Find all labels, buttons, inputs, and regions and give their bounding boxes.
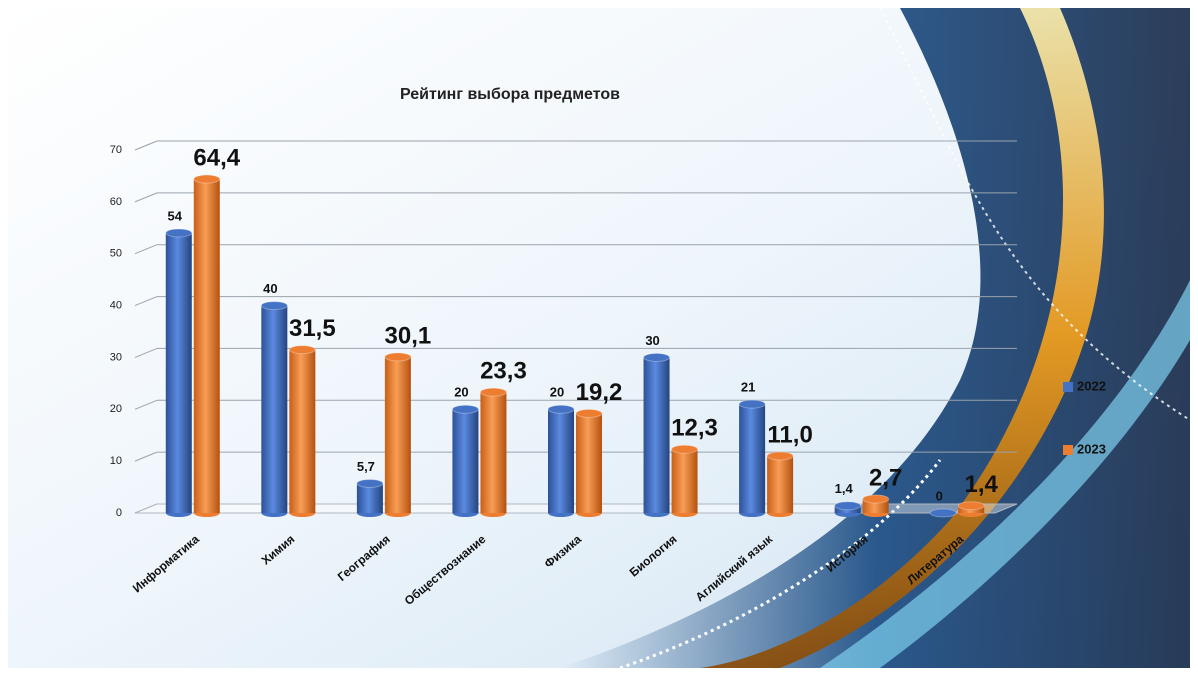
y-tick-label: 20 xyxy=(110,403,122,415)
value-label: 40 xyxy=(263,281,277,296)
bar xyxy=(862,498,889,513)
bar xyxy=(452,409,479,513)
bar-top xyxy=(957,501,985,511)
value-label: 19,2 xyxy=(576,379,623,406)
value-label: 1,4 xyxy=(965,471,999,498)
bar xyxy=(576,413,602,513)
y-tick-label: 40 xyxy=(110,299,122,311)
value-label: 30 xyxy=(645,333,659,348)
value-label: 5,7 xyxy=(357,459,375,474)
grid-line xyxy=(134,296,158,307)
value-label: 54 xyxy=(168,208,183,223)
value-label: 11,0 xyxy=(767,421,812,448)
bar-top xyxy=(929,508,957,518)
bar-top xyxy=(384,352,412,362)
value-label: 20 xyxy=(550,385,564,400)
grid-line xyxy=(134,347,158,358)
grid-line xyxy=(134,451,158,462)
value-label: 2,7 xyxy=(869,464,902,491)
legend-label: 2022 xyxy=(1077,378,1106,393)
value-label: 64,4 xyxy=(193,144,240,171)
value-label: 0 xyxy=(936,488,943,503)
bar xyxy=(643,357,670,513)
value-label: 30,1 xyxy=(385,322,432,349)
legend-label: 2023 xyxy=(1077,441,1106,456)
bar-top xyxy=(288,345,316,355)
bar-top xyxy=(165,228,193,238)
grid-line xyxy=(134,192,158,203)
value-label: 12,3 xyxy=(671,415,718,442)
bar-top xyxy=(260,301,288,311)
bar xyxy=(671,449,698,513)
bar xyxy=(384,356,411,513)
value-label: 31,5 xyxy=(289,315,336,342)
y-tick-label: 60 xyxy=(110,196,122,208)
bar-top xyxy=(738,399,766,409)
value-label: 1,4 xyxy=(835,481,854,496)
legend-swatch xyxy=(1063,382,1073,392)
legend-swatch xyxy=(1063,445,1073,455)
bar xyxy=(548,409,574,513)
decoration xyxy=(560,7,1191,670)
bar-top xyxy=(834,501,862,511)
bar xyxy=(356,483,383,513)
value-label: 23,3 xyxy=(480,358,527,385)
grid-line xyxy=(134,140,158,151)
y-tick-label: 10 xyxy=(110,455,122,467)
bar xyxy=(193,179,220,514)
bar-top xyxy=(671,444,699,454)
bar xyxy=(739,404,766,513)
bar-top xyxy=(766,451,794,461)
bar-top xyxy=(862,494,890,504)
value-label: 21 xyxy=(741,380,755,395)
bar-top xyxy=(575,408,603,418)
grid-line xyxy=(134,399,158,410)
bar xyxy=(261,305,288,513)
bar xyxy=(289,349,316,513)
bar xyxy=(480,392,507,513)
value-label: 20 xyxy=(454,385,468,400)
y-tick-label: 50 xyxy=(110,248,122,260)
grid-line xyxy=(134,244,158,255)
bar xyxy=(767,455,794,513)
chart-title: Рейтинг выбора предметов xyxy=(400,86,620,103)
bar-top xyxy=(479,387,507,397)
bar-top xyxy=(356,478,384,488)
bar-top xyxy=(193,174,221,184)
y-tick-label: 30 xyxy=(110,351,122,363)
bar-top xyxy=(643,352,671,362)
bar-top xyxy=(451,404,479,414)
y-tick-label: 70 xyxy=(110,144,122,156)
y-tick-label: 0 xyxy=(116,507,122,519)
bar xyxy=(165,232,192,513)
bar-top xyxy=(547,404,575,414)
